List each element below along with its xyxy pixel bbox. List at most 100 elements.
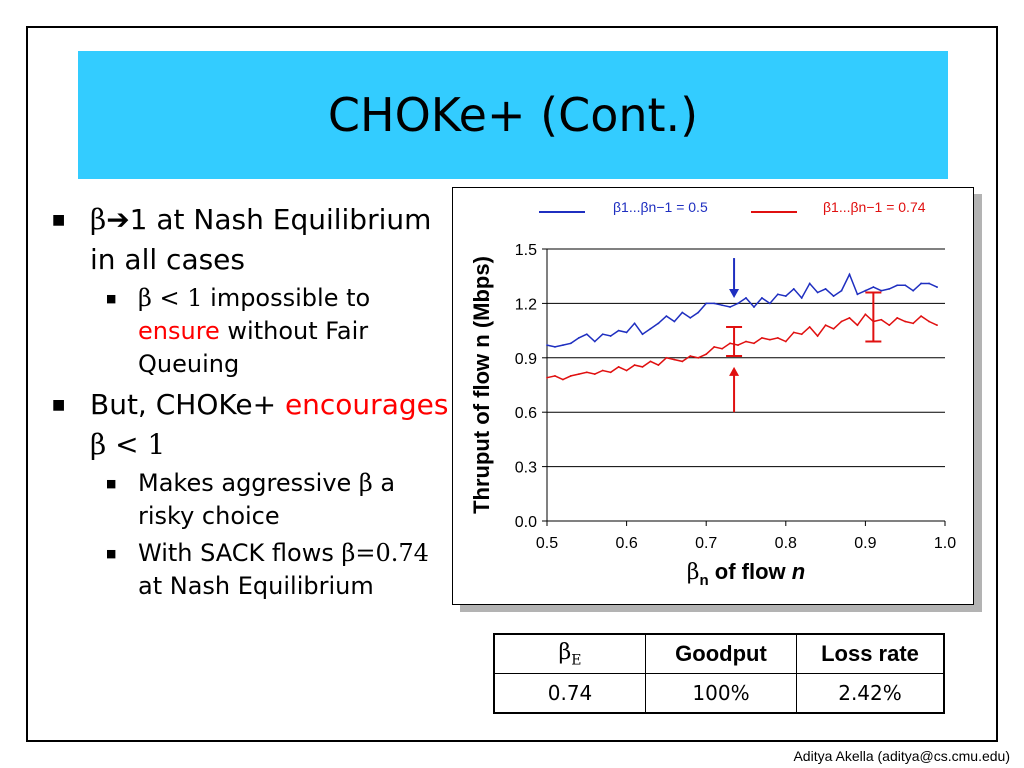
data-point — [792, 331, 795, 334]
chart-container: 0.0 0.3 0.6 0.9 1.2 1.5 0.5 0.6 0.7 0.8 0.9 1.0 Thru… — [452, 187, 974, 605]
data-point — [673, 320, 676, 323]
data-point — [800, 297, 803, 299]
y-tick-label: 1.5 — [515, 242, 537, 259]
x-axis-label: βn of flow n — [687, 559, 805, 589]
beta-expression: β < 1 — [138, 284, 203, 312]
data-point — [641, 333, 644, 336]
bullet-text: But, CHOKe+ — [90, 388, 285, 421]
data-point — [896, 317, 899, 319]
data-point — [625, 331, 628, 334]
data-point — [745, 297, 747, 299]
data-point — [816, 291, 819, 294]
bullet-2: ■ But, CHOKe+ encourages β < 1 — [52, 385, 452, 465]
data-point — [912, 322, 915, 325]
highlight-encourages: encourages — [284, 388, 449, 421]
results-table: βE Goodput Loss rate 0.74 100% 2.42% — [493, 633, 945, 714]
data-point — [904, 320, 907, 323]
data-point — [562, 378, 564, 381]
data-point — [697, 356, 700, 359]
data-point — [729, 306, 731, 308]
data-point — [681, 360, 684, 363]
data-point — [609, 371, 612, 374]
data-point — [784, 295, 787, 298]
bullet-text: impossible to — [202, 284, 371, 312]
y-tick-label: 0.3 — [515, 460, 537, 477]
data-point — [896, 284, 899, 287]
bullet-text: a risky choice — [138, 469, 396, 530]
data-point — [784, 340, 787, 343]
data-point — [936, 324, 938, 327]
data-point — [593, 340, 596, 343]
data-point — [936, 286, 938, 288]
data-point — [920, 282, 923, 285]
data-point — [832, 327, 835, 330]
data-point — [745, 340, 747, 343]
data-point — [761, 297, 763, 299]
data-point — [753, 306, 755, 308]
data-point — [880, 289, 883, 292]
throughput-chart: 0.0 0.3 0.6 0.9 1.2 1.5 0.5 0.6 0.7 0.8 0.9 1.0 Thru… — [469, 199, 956, 589]
data-point — [689, 317, 692, 319]
data-point — [792, 287, 795, 290]
data-point — [721, 347, 724, 350]
data-point — [824, 324, 827, 327]
x-tick-label: 0.6 — [615, 535, 637, 552]
cell-goodput: 100% — [645, 673, 797, 714]
data-point — [856, 293, 859, 296]
data-point — [562, 344, 564, 347]
x-tick-label: 0.7 — [695, 535, 717, 552]
data-point — [776, 293, 779, 296]
bullet-marker: ■ — [106, 292, 117, 305]
data-point — [577, 373, 580, 376]
x-tick-label: 0.9 — [854, 535, 876, 552]
data-point — [689, 355, 692, 357]
data-point — [585, 371, 588, 374]
data-point — [641, 365, 644, 368]
data-point — [824, 287, 827, 290]
data-point — [737, 302, 739, 305]
bullet-marker: ■ — [106, 547, 117, 560]
data-point — [546, 344, 548, 347]
beta-expression: β < 1 — [90, 428, 166, 461]
data-point — [554, 346, 556, 348]
data-point — [713, 346, 716, 348]
data-point — [705, 302, 708, 305]
bullet-text: With SACK flows — [138, 539, 342, 567]
data-point — [856, 324, 859, 327]
data-point — [657, 364, 660, 366]
bullet-list: ■ β➔1 at Nash Equilibrium in all cases ■… — [52, 200, 452, 607]
data-point — [800, 333, 803, 336]
bullet-2-sub-2: ■ With SACK flows β=0.74 at Nash Equilib… — [106, 537, 452, 603]
x-tick-label: 1.0 — [934, 535, 956, 552]
data-point — [617, 329, 620, 332]
data-point — [546, 376, 548, 379]
data-point — [633, 322, 636, 325]
data-point — [928, 320, 930, 323]
data-point — [864, 289, 867, 292]
data-point — [569, 342, 572, 345]
data-point — [737, 344, 739, 347]
beta-expression: β=0.74 — [341, 539, 429, 567]
annotation-arrowhead — [729, 288, 740, 298]
data-point — [840, 320, 843, 323]
data-point — [593, 373, 596, 376]
highlight-ensure: ensure — [138, 317, 220, 345]
data-point — [601, 333, 604, 336]
data-point — [864, 313, 867, 316]
data-point — [880, 318, 883, 321]
bullet-marker: ■ — [52, 397, 66, 413]
data-point — [673, 358, 676, 361]
data-point — [705, 353, 708, 356]
header-loss-rate: Loss rate — [796, 633, 945, 674]
data-point — [808, 282, 811, 285]
data-point — [888, 324, 891, 327]
data-point — [840, 289, 843, 292]
data-point — [649, 360, 652, 363]
y-tick-label: 0.9 — [515, 351, 537, 368]
data-point — [904, 284, 907, 287]
data-point — [888, 287, 891, 290]
x-tick-label: 0.5 — [536, 535, 558, 552]
slide-title: CHOKe+ (Cont.) — [327, 88, 699, 142]
header-goodput: Goodput — [645, 633, 797, 674]
series-line-2 — [546, 313, 938, 381]
